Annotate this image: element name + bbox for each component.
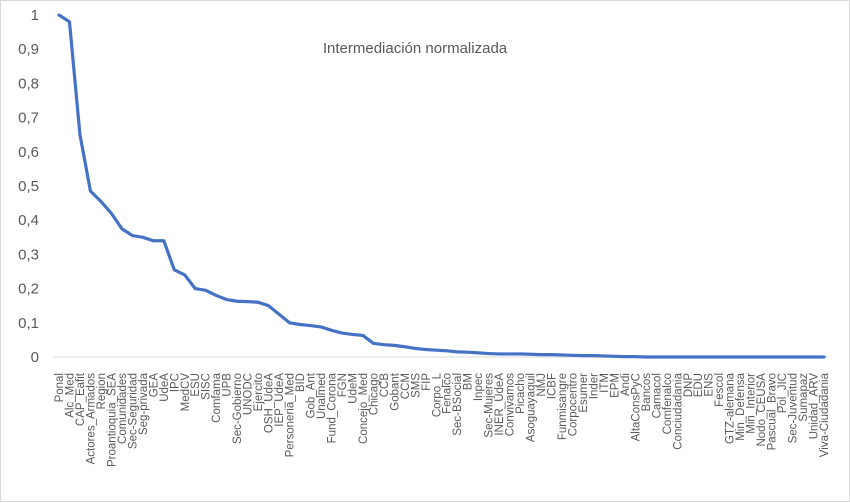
x-tick-label: Asoguayaquil (526, 373, 538, 442)
x-tick-label: CCB (379, 373, 391, 398)
x-tick-label: Corpocentro (567, 373, 579, 436)
x-tick-label: Bancos (641, 373, 653, 412)
x-tick-label: Ponal (54, 373, 66, 402)
x-tick-label: Unalmed (316, 373, 328, 419)
x-tick-label: AltaConsPyC (630, 373, 642, 441)
x-tick-label: GTZ-alemana (725, 372, 737, 444)
x-tick-label: Seg-privada (138, 372, 150, 435)
x-tick-label: Funmisangre (557, 373, 569, 440)
x-tick-label: Sec-Juventud (788, 373, 800, 443)
x-tick-label: Conciudadania (672, 372, 684, 449)
x-tick-label: SISC (201, 373, 213, 400)
x-tick-label: IEP_UdeA (274, 373, 286, 427)
y-tick-label: 0,5 (18, 178, 39, 195)
x-tick-label: CAP_Eafit (75, 372, 87, 426)
y-tick-label: 0 (31, 349, 39, 366)
x-tick-label: Comfenalco (662, 373, 674, 434)
x-tick-label: MedCV (180, 373, 192, 412)
x-tick-label: BM (463, 373, 475, 390)
x-tick-label: ESU (190, 373, 202, 397)
x-tick-label: CCM (400, 373, 412, 399)
x-tick-label: Gob_Ant (306, 372, 318, 418)
y-tick-label: 0,6 (18, 144, 39, 161)
x-tick-label: Gobant (389, 372, 401, 411)
x-tick-label: Region (96, 373, 108, 409)
x-tick-label: Unidad_ARV (809, 373, 821, 440)
x-tick-label: Concejo_Med (358, 373, 370, 444)
x-tick-label: Esumer (578, 373, 590, 413)
x-tick-label: UdeA (159, 373, 171, 402)
x-tick-label: DNP (683, 373, 695, 398)
x-tick-label: Sec-Mujeres (484, 373, 496, 438)
y-tick-label: 0,2 (18, 281, 39, 298)
x-tick-label: Sec-BSocial (452, 373, 464, 436)
x-tick-label: Pascual_Bravo (767, 373, 779, 450)
x-tick-label: Personeria_Med (285, 373, 297, 457)
x-tick-label: Nodo_CEUSA (756, 373, 768, 447)
x-tick-label: Actores_Armados (85, 373, 97, 465)
x-tick-label: Sec-Gobierno (232, 373, 244, 444)
x-tick-label: Inder (588, 373, 600, 399)
x-tick-label: Fund_Corona (326, 372, 338, 443)
x-tick-label: Sumapaz (798, 373, 810, 422)
x-tick-label: Alc_Med (64, 373, 76, 418)
x-tick-label: UPB (222, 373, 234, 397)
x-tick-label: NMJ (536, 373, 548, 397)
x-tick-label: FIP (421, 373, 433, 391)
x-tick-label: Chicago (368, 373, 380, 415)
x-tick-label: UNODC (243, 373, 255, 415)
x-tick-label: Convivamos (505, 373, 517, 437)
x-tick-label: IPC (169, 373, 181, 392)
x-tick-label: Fescol (714, 373, 726, 407)
y-axis-tick-labels: 0 0,1 0,2 0,3 0,4 0,5 0,6 0,7 0,8 0,9 1 (18, 7, 39, 366)
y-tick-label: 0,8 (18, 75, 39, 92)
series-line (57, 13, 826, 359)
x-tick-label: INER_UdeA (494, 373, 506, 436)
x-tick-label: Andi (620, 373, 632, 396)
x-tick-label: UdeM (347, 373, 359, 404)
x-tick-label: FGN (337, 373, 349, 397)
y-tick-label: 0,1 (18, 315, 39, 332)
y-tick-label: 0,4 (18, 212, 39, 229)
x-tick-label: Min_Interior (746, 373, 758, 434)
y-tick-label: 0,9 (18, 41, 39, 58)
x-tick-label: Fenalco (442, 373, 454, 414)
x-tick-label: Comunidades (117, 373, 129, 444)
x-tick-label: Corpo_L (431, 372, 443, 417)
x-axis-tick-labels: PonalAlc_MedCAP_EafitActores_ArmadosRegi… (54, 372, 831, 467)
x-tick-label: Ejercito (253, 373, 265, 411)
y-tick-label: 0,3 (18, 246, 39, 263)
y-tick-label: 1 (31, 7, 39, 24)
x-tick-label: BID (295, 373, 307, 392)
x-tick-label: Sec-Seguridad (127, 373, 139, 449)
x-tick-label: ENS (704, 373, 716, 397)
x-tick-label: SMS (410, 373, 422, 398)
x-tick-label: OSH_UdeA (264, 373, 276, 433)
x-tick-label: Comfama (211, 372, 223, 422)
x-tick-label: Proantioquia_SEA (106, 373, 118, 467)
x-tick-label: ITM (599, 373, 611, 393)
x-tick-label: EPM (609, 373, 621, 398)
x-tick-label: Picacho (515, 373, 527, 414)
x-tick-label: Viva-Ciudadania (819, 372, 831, 457)
y-tick-label: 0,7 (18, 110, 39, 127)
x-tick-label: Min_Defensa (735, 372, 747, 440)
chart-title: Intermediación normalizada (323, 40, 508, 57)
x-tick-label: Camacol (651, 373, 663, 418)
x-tick-label: EDU (693, 373, 705, 397)
x-tick-label: GEA (148, 373, 160, 398)
x-tick-label: Inpec (473, 373, 485, 401)
x-tick-label: ICBF (547, 373, 559, 399)
x-tick-label: Pol_JIC (777, 373, 789, 413)
